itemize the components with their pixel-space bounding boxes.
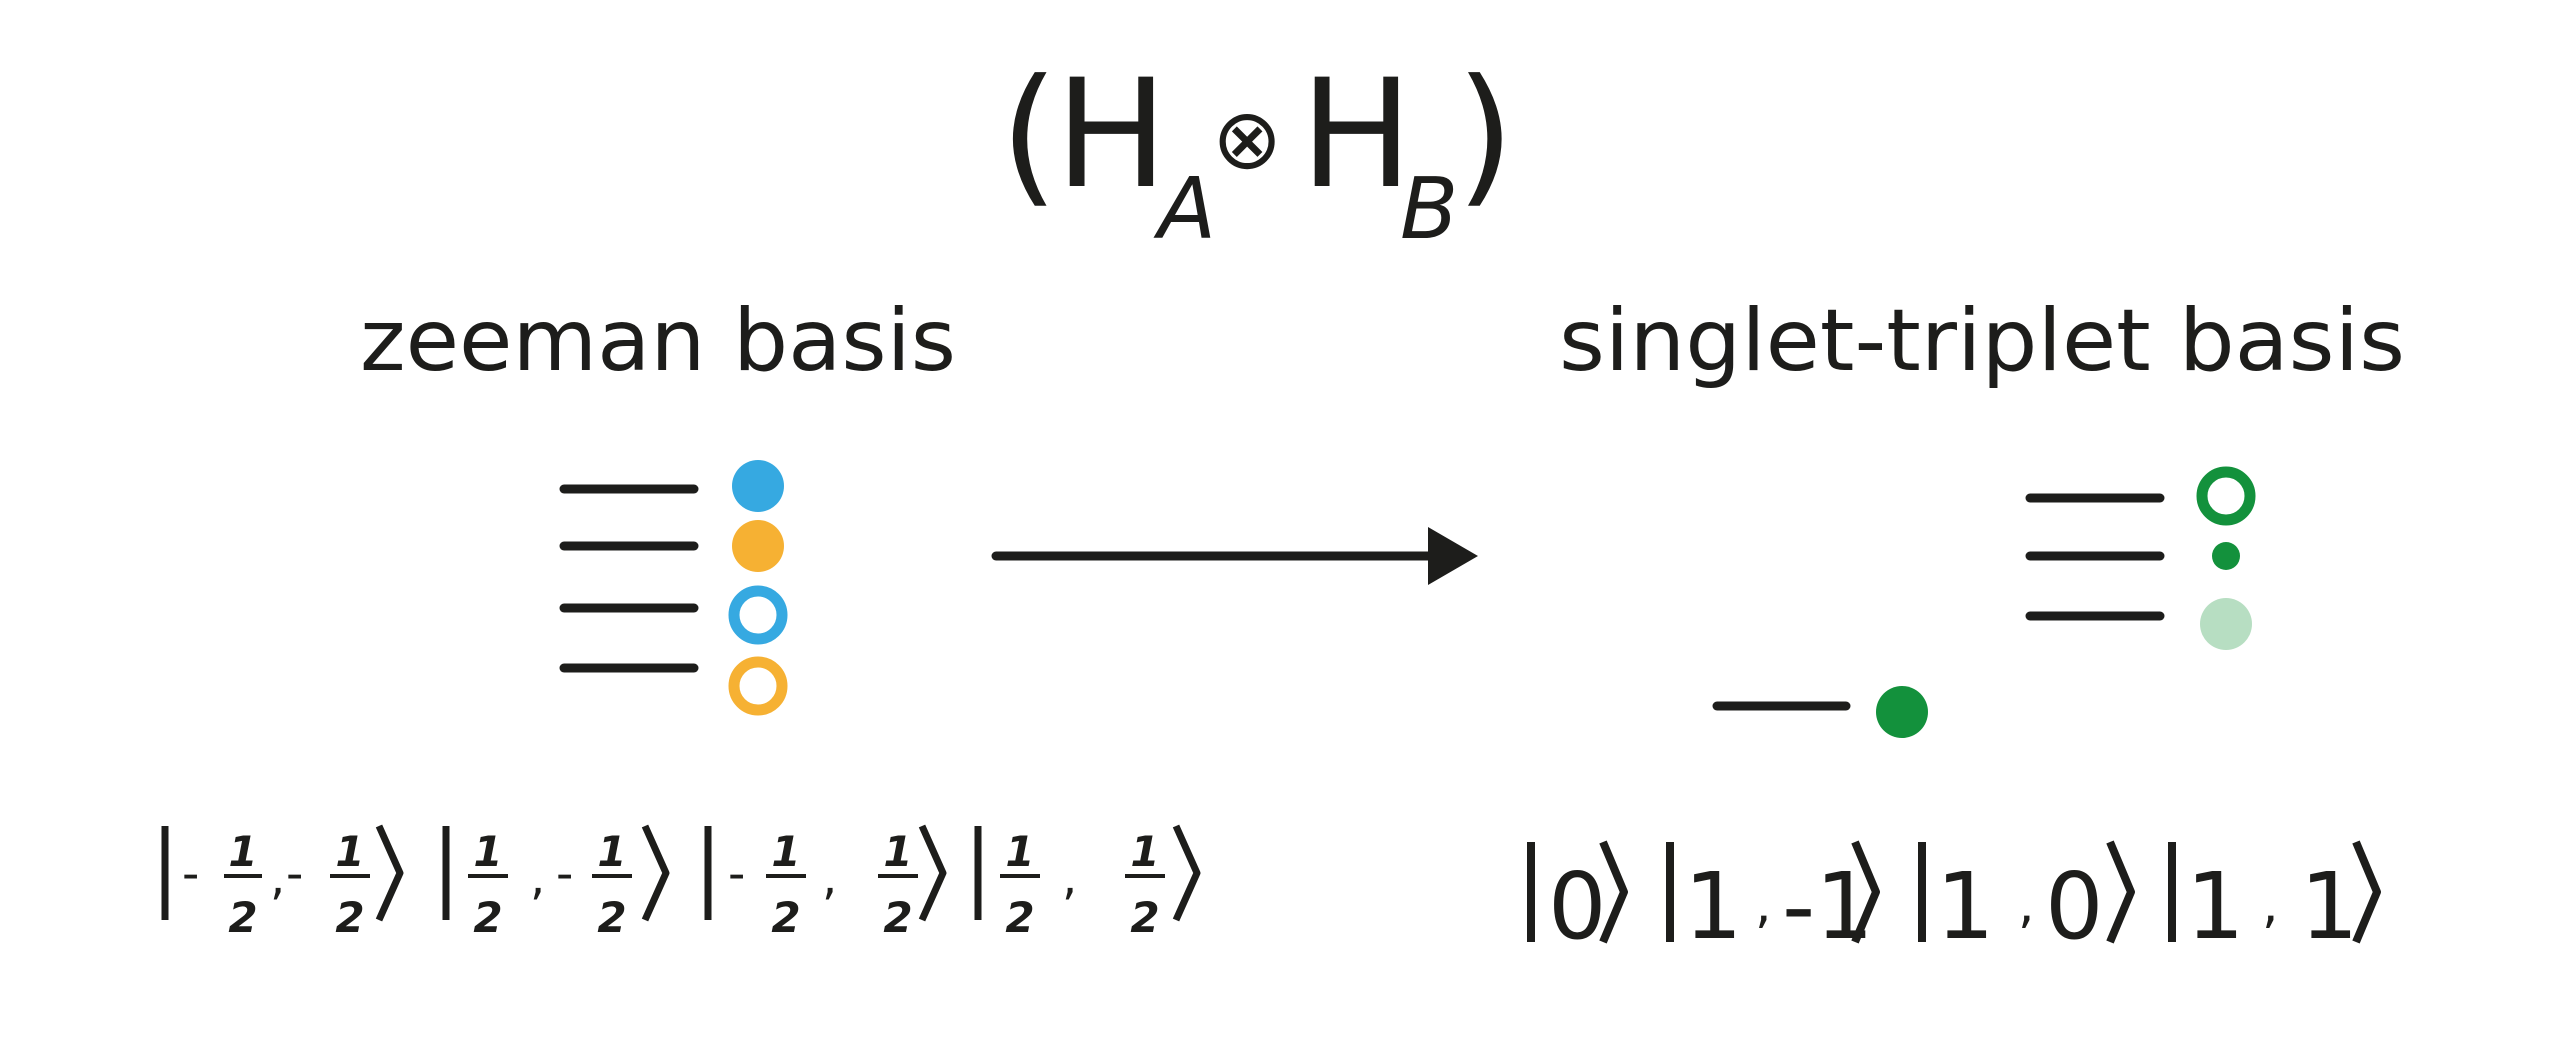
svg-text:1: 1 (473, 827, 502, 876)
zeeman-kets: - 1 2 , - 1 2 1 2 , - 1 2 - 1 (161, 824, 1201, 942)
svg-text:,: , (1755, 875, 1772, 935)
title-h-b: H (1300, 48, 1413, 222)
svg-text:2: 2 (1130, 893, 1159, 942)
title-open-paren: ( (1000, 48, 1059, 222)
zeeman-energy-levels (559, 484, 699, 673)
triplet-marker-ring-green (2196, 466, 2256, 526)
zeeman-ket: 1 2 , 1 2 (974, 824, 1201, 942)
svg-text:2: 2 (335, 893, 364, 942)
arrow-right-icon (991, 527, 1478, 585)
singlet-triplet-ket: 1 , 1 (2168, 840, 2381, 960)
zeeman-basis-heading: zeeman basis (360, 291, 956, 391)
svg-text:1: 1 (1130, 827, 1159, 876)
title-close-paren: ) (1456, 48, 1515, 222)
svg-text:1: 1 (1005, 827, 1034, 876)
singlet-triplet-ket: 1 , 0 (1918, 840, 2135, 960)
svg-text:1: 1 (335, 827, 364, 876)
zeeman-ket: 1 2 , - 1 2 (442, 824, 670, 942)
svg-text:-: - (286, 846, 303, 902)
singlet-triplet-kets: 0 1 , -1 1 , 0 1 , 1 (1527, 840, 2381, 960)
svg-text:-: - (556, 846, 573, 902)
svg-text:1: 1 (597, 827, 626, 876)
zeeman-marker-filled-orange (732, 520, 784, 572)
svg-text:,: , (270, 850, 285, 906)
svg-text:0: 0 (2045, 853, 2104, 960)
svg-text:1: 1 (1684, 853, 1743, 960)
svg-text:,: , (2262, 875, 2279, 935)
zeeman-marker-filled-blue (732, 460, 784, 512)
svg-text:1: 1 (771, 827, 800, 876)
svg-text:,: , (1062, 850, 1077, 906)
svg-text:-1: -1 (1782, 853, 1874, 960)
svg-text:2: 2 (1005, 893, 1034, 942)
title-otimes: ⊗ (1212, 90, 1282, 188)
svg-text:1: 1 (2186, 853, 2245, 960)
svg-text:,: , (822, 850, 837, 906)
svg-text:-: - (728, 846, 745, 902)
svg-text:2: 2 (228, 893, 257, 942)
singlet-triplet-population-markers (1876, 466, 2256, 738)
singlet-triplet-basis-heading: singlet-triplet basis (1559, 291, 2405, 391)
svg-text:2: 2 (883, 893, 912, 942)
svg-text:2: 2 (473, 893, 502, 942)
zeeman-population-markers (728, 460, 788, 716)
svg-text:2: 2 (597, 893, 626, 942)
singlet-triplet-energy-levels (1712, 493, 2165, 711)
svg-text:1: 1 (1936, 853, 1995, 960)
triplet-marker-small-dot-green (2212, 542, 2240, 570)
svg-text:1: 1 (2300, 853, 2359, 960)
singlet-triplet-ket: 0 (1527, 840, 1628, 960)
triplet-marker-light-green (2200, 598, 2252, 650)
svg-text:,: , (2018, 875, 2035, 935)
zeeman-ket: - 1 2 , 1 2 (704, 824, 947, 942)
singlet-marker-filled-green (1876, 686, 1928, 738)
singlet-triplet-ket: 1 , -1 (1666, 840, 1880, 960)
svg-text:-: - (182, 846, 199, 902)
svg-text:,: , (530, 850, 545, 906)
title-h-a: H (1055, 48, 1168, 222)
svg-text:2: 2 (771, 893, 800, 942)
zeeman-marker-ring-blue (728, 585, 788, 645)
svg-text:0: 0 (1548, 853, 1607, 960)
title: ( H A ⊗ H B ) (1000, 48, 1515, 259)
svg-text:1: 1 (883, 827, 912, 876)
zeeman-marker-ring-orange (728, 656, 788, 716)
svg-text:1: 1 (228, 827, 257, 876)
zeeman-ket: - 1 2 , - 1 2 (161, 824, 404, 942)
title-subscript-a: A (1153, 160, 1216, 259)
title-subscript-b: B (1400, 160, 1458, 259)
